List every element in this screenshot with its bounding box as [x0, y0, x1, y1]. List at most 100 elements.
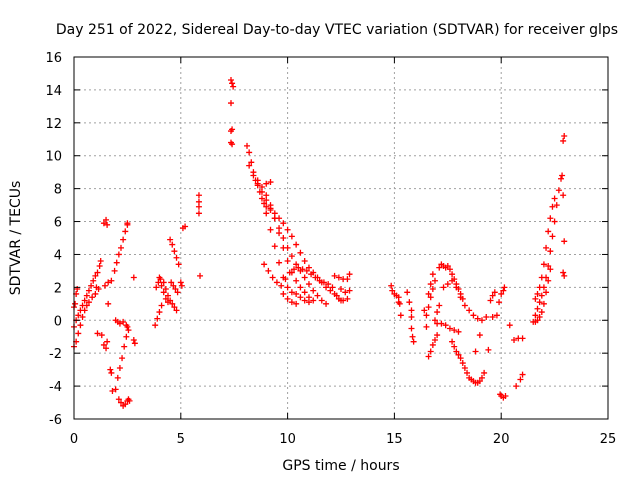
data-point	[335, 274, 342, 281]
y-tick-label: 0	[54, 314, 62, 329]
data-point	[559, 172, 566, 179]
data-point	[561, 238, 568, 245]
data-point	[96, 262, 103, 269]
data-point	[113, 259, 120, 266]
data-point	[440, 284, 447, 291]
data-point	[451, 343, 458, 350]
data-point	[130, 274, 137, 281]
data-point	[171, 248, 178, 255]
data-point	[230, 83, 237, 90]
plot-frame	[73, 56, 609, 420]
data-point	[293, 290, 300, 297]
data-point	[325, 281, 332, 288]
data-point	[174, 289, 181, 296]
data-point	[312, 274, 319, 281]
y-tick-label: 6	[54, 216, 62, 231]
data-point	[288, 289, 295, 296]
data-point	[457, 355, 464, 362]
x-axis-ticks: 0 5 10 15 20 25	[70, 57, 616, 447]
data-point	[282, 276, 289, 283]
data-point	[244, 142, 251, 149]
data-point	[280, 290, 287, 297]
data-point	[297, 249, 304, 256]
data-point	[229, 126, 236, 133]
data-point	[555, 187, 562, 194]
data-point	[301, 274, 308, 281]
data-point	[438, 320, 445, 327]
data-point	[489, 292, 496, 299]
data-point	[195, 192, 202, 199]
series-peak-7h	[227, 77, 237, 148]
data-point	[273, 279, 280, 286]
data-point	[303, 267, 310, 274]
y-axis-label: SDTVAR / TECUs	[8, 181, 24, 296]
data-point	[461, 302, 468, 309]
data-point	[286, 269, 293, 276]
series-low-20h	[497, 322, 526, 401]
data-point	[160, 279, 167, 286]
data-point	[472, 348, 479, 355]
data-point	[197, 272, 204, 279]
data-point	[427, 348, 434, 355]
data-point	[168, 279, 175, 286]
data-point	[323, 300, 330, 307]
data-point	[115, 396, 122, 403]
data-point	[545, 262, 552, 269]
data-point	[94, 269, 101, 276]
data-point	[455, 328, 462, 335]
data-point	[333, 292, 340, 299]
series-decay-e	[261, 261, 344, 304]
data-point	[310, 287, 317, 294]
data-point	[474, 315, 481, 322]
data-point	[344, 276, 351, 283]
data-point	[258, 183, 265, 190]
data-point	[551, 218, 558, 225]
y-tick-label: 12	[45, 117, 62, 132]
data-point	[178, 282, 185, 289]
data-point	[498, 290, 505, 297]
series-arc-17-19h	[436, 261, 490, 324]
data-point	[108, 277, 115, 284]
data-point	[261, 200, 268, 207]
data-point	[83, 292, 90, 299]
data-point	[108, 369, 115, 376]
data-point	[103, 216, 110, 223]
data-point	[310, 297, 317, 304]
data-point	[481, 369, 488, 376]
data-point	[429, 341, 436, 348]
data-point	[316, 277, 323, 284]
y-tick-label: -2	[49, 347, 62, 362]
data-point	[265, 267, 272, 274]
data-point	[444, 262, 451, 269]
data-point	[271, 215, 278, 222]
data-point	[83, 302, 90, 309]
data-point	[423, 323, 430, 330]
data-point	[538, 292, 545, 299]
data-point	[100, 220, 107, 227]
data-point	[549, 233, 556, 240]
data-point	[444, 281, 451, 288]
data-point	[305, 299, 312, 306]
data-point	[431, 337, 438, 344]
data-point	[77, 322, 84, 329]
data-point	[547, 248, 554, 255]
data-point	[263, 192, 270, 199]
data-point	[248, 159, 255, 166]
data-point	[291, 266, 298, 273]
data-point	[125, 327, 132, 334]
data-point	[323, 284, 330, 291]
data-point	[421, 307, 428, 314]
data-point	[511, 337, 518, 344]
data-point	[425, 290, 432, 297]
data-point	[410, 338, 417, 345]
data-point	[288, 299, 295, 306]
data-point	[182, 223, 189, 230]
series-dip-2h	[112, 323, 133, 409]
data-point	[493, 312, 500, 319]
data-point	[519, 335, 526, 342]
data-point	[305, 281, 312, 288]
data-point	[338, 286, 344, 293]
data-point	[162, 295, 169, 302]
data-point	[536, 313, 543, 320]
